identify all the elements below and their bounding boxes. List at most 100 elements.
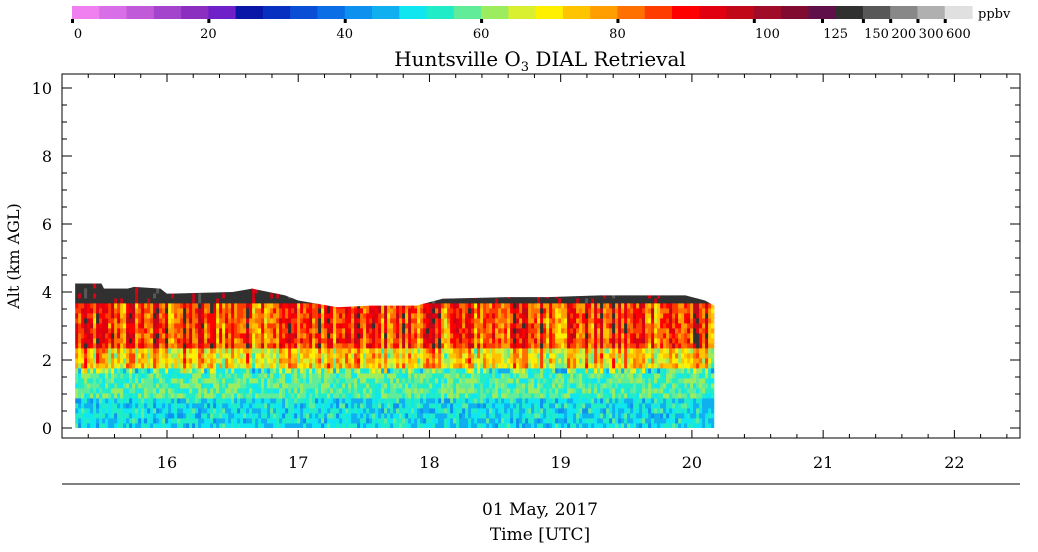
heatmap-cell (156, 423, 160, 428)
heatmap-cell (324, 373, 328, 379)
heatmap-cell (246, 313, 250, 319)
heatmap-cell (216, 303, 220, 309)
heatmap-cell (225, 348, 229, 354)
heatmap-cell (486, 393, 490, 399)
heatmap-cell (276, 313, 280, 319)
heatmap-cell (273, 368, 277, 374)
heatmap-cell (339, 373, 343, 379)
heatmap-cell (93, 333, 97, 339)
heatmap-cell (426, 343, 430, 349)
heatmap-cell (291, 393, 295, 399)
heatmap-cell (201, 383, 205, 389)
heatmap-cell (297, 398, 301, 404)
heatmap-cell (144, 413, 148, 419)
heatmap-cell (117, 353, 121, 359)
heatmap-cell (159, 388, 163, 394)
heatmap-cell (306, 318, 310, 324)
heatmap-cell (75, 343, 79, 349)
heatmap-cell (528, 353, 532, 359)
heatmap-cell (399, 403, 403, 409)
heatmap-cell (291, 363, 295, 369)
heatmap-cell (342, 408, 346, 414)
heatmap-cell (141, 288, 145, 294)
heatmap-cell (183, 313, 187, 319)
heatmap-cell (567, 288, 571, 294)
heatmap-cell (390, 293, 394, 299)
heatmap-cell (504, 308, 508, 314)
heatmap-cell (564, 388, 568, 394)
heatmap-cell (171, 383, 175, 389)
heatmap-cell (189, 418, 193, 424)
heatmap-cell (105, 323, 109, 329)
heatmap-cell (525, 303, 529, 309)
heatmap-cell (387, 398, 391, 404)
heatmap-cell (195, 328, 199, 334)
heatmap-cell (186, 323, 190, 329)
heatmap-cell (171, 318, 175, 324)
heatmap-cell (558, 353, 562, 359)
heatmap-cell (294, 323, 298, 329)
heatmap-cell (75, 408, 79, 414)
heatmap-cell (438, 328, 442, 334)
heatmap-cell (345, 373, 349, 379)
heatmap-cell (303, 343, 307, 349)
heatmap-cell (171, 328, 175, 334)
heatmap-cell (123, 333, 127, 339)
heatmap-cell (513, 363, 517, 369)
heatmap-cell (144, 348, 148, 354)
colorbar-swatch (344, 6, 373, 19)
heatmap-cell (561, 343, 565, 349)
heatmap-cell (411, 308, 415, 314)
heatmap-cell (225, 328, 229, 334)
heatmap-cell (261, 338, 265, 344)
heatmap-cell (336, 373, 340, 379)
heatmap-cell (492, 378, 496, 384)
heatmap-cell (330, 363, 334, 369)
heatmap-cell (435, 358, 439, 364)
heatmap-cell (360, 303, 364, 309)
heatmap-cell (480, 308, 484, 314)
heatmap-cell (216, 333, 220, 339)
heatmap-cell (288, 383, 292, 389)
heatmap-cell (216, 283, 220, 289)
heatmap-cell (249, 398, 253, 404)
heatmap-cell (84, 283, 88, 284)
heatmap-cell (123, 338, 127, 344)
heatmap-cell (183, 323, 187, 329)
heatmap-cell (384, 363, 388, 369)
heatmap-cell (471, 343, 475, 349)
heatmap-cell (231, 353, 235, 359)
heatmap-cell (438, 308, 442, 314)
heatmap-cell (273, 318, 277, 324)
heatmap-cell (168, 313, 172, 319)
heatmap-cell (354, 393, 358, 399)
heatmap-cell (165, 388, 169, 394)
heatmap-cell (231, 423, 235, 428)
heatmap-cell (147, 368, 151, 374)
heatmap-cell (195, 353, 199, 359)
heatmap-cell (285, 343, 289, 349)
heatmap-cell (111, 413, 115, 419)
heatmap-cell (555, 338, 559, 344)
heatmap-cell (81, 323, 85, 329)
heatmap-cell (396, 383, 400, 389)
heatmap-cell (504, 303, 508, 309)
heatmap-cell (309, 408, 313, 414)
heatmap-cell (99, 358, 103, 364)
heatmap-cell (477, 408, 481, 414)
heatmap-cell (111, 383, 115, 389)
heatmap-cell (522, 343, 526, 349)
heatmap-cell (507, 373, 511, 379)
heatmap-cell (396, 283, 400, 289)
heatmap-cell (393, 308, 397, 314)
heatmap-cell (489, 283, 493, 284)
heatmap-cell (129, 388, 133, 394)
heatmap-cell (189, 398, 193, 404)
heatmap-cell (372, 418, 376, 424)
heatmap-cell (75, 378, 79, 384)
heatmap-cell (183, 293, 187, 299)
heatmap-cell (120, 283, 124, 289)
heatmap-cell (417, 283, 421, 289)
heatmap-cell (261, 383, 265, 389)
heatmap-cell (432, 378, 436, 384)
